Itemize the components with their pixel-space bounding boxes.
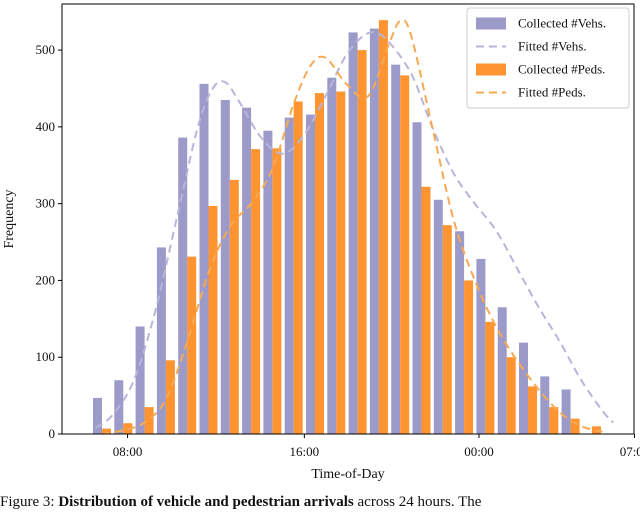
vehicle-bar	[327, 77, 337, 434]
x-tick-label: 00:00	[464, 444, 494, 459]
vehicle-bar	[306, 114, 315, 435]
pedestrian-bar	[208, 205, 218, 434]
vehicle-bars	[93, 28, 571, 435]
vehicle-bar	[369, 28, 379, 434]
vehicle-bar	[476, 258, 486, 434]
vehicle-bar	[540, 376, 550, 434]
vehicle-bar	[284, 117, 294, 435]
legend: Collected #Vehs. Fitted #Vehs. Collected #…	[466, 7, 630, 109]
pedestrian-bar	[506, 357, 516, 434]
pedestrian-bar	[357, 50, 367, 434]
pedestrian-bar	[144, 407, 154, 434]
fitted-pedestrian-curve	[101, 19, 603, 435]
pedestrian-bar	[272, 148, 282, 434]
vehicle-bar	[412, 122, 422, 434]
vehicle-bar	[391, 64, 401, 435]
pedestrian-bar	[570, 418, 580, 434]
pedestrian-bar	[229, 179, 239, 434]
vehicle-bar	[561, 389, 571, 434]
pedestrian-bar	[442, 225, 452, 434]
legend-box	[466, 7, 630, 109]
vehicle-bar	[242, 107, 252, 435]
legend-swatch	[476, 63, 506, 76]
legend-label: Fitted #Vehs.	[518, 39, 587, 54]
caption-prefix: Figure 3:	[0, 494, 55, 510]
chart: 0 100 200 300 400 500 08:00 16:00 00:00 07:00 Ti…	[2, 3, 640, 482]
y-tick-label: 200	[36, 272, 56, 287]
vehicle-bar	[497, 307, 507, 434]
pedestrian-bar	[378, 20, 388, 434]
y-tick-label: 300	[36, 196, 56, 211]
y-axis: 0 100 200 300 400 500	[36, 42, 62, 441]
x-tick-label: 07:00	[620, 444, 640, 459]
pedestrian-bar	[187, 256, 197, 434]
pedestrian-bar	[421, 186, 431, 434]
legend-swatch	[476, 17, 506, 30]
x-axis-title: Time-of-Day	[311, 467, 384, 482]
pedestrian-bar	[336, 91, 346, 435]
vehicle-bar	[93, 397, 102, 434]
vehicle-bar	[519, 342, 528, 434]
fitted-vehicle-curve	[94, 30, 614, 429]
vehicle-bar	[433, 199, 443, 434]
vehicle-bar	[455, 231, 465, 434]
vehicle-bar	[156, 247, 166, 434]
pedestrian-bar	[485, 321, 495, 434]
x-tick-label: 16:00	[290, 444, 320, 459]
vehicle-bar	[178, 137, 188, 434]
pedestrian-bar	[251, 149, 261, 434]
x-axis: 08:00 16:00 00:00 07:00	[113, 434, 640, 459]
pedestrian-bar	[528, 386, 537, 434]
vehicle-bar	[199, 83, 209, 434]
y-tick-label: 500	[36, 42, 56, 57]
pedestrian-bar	[464, 280, 474, 434]
pedestrian-bar	[102, 428, 111, 434]
pedestrian-bars	[102, 20, 601, 435]
fitted-lines	[94, 19, 614, 435]
y-tick-label: 0	[49, 426, 56, 441]
vehicle-bar	[263, 130, 273, 435]
caption-bold: Distribution of vehicle and pedestrian a…	[58, 494, 354, 510]
vehicle-bar	[220, 99, 230, 434]
pedestrian-bar	[400, 75, 410, 435]
figure-caption: Figure 3: Distribution of vehicle and pe…	[0, 494, 640, 511]
pedestrian-bar	[315, 93, 324, 435]
y-tick-label: 400	[36, 119, 56, 134]
pedestrian-bar	[165, 360, 175, 434]
legend-label: Collected #Vehs.	[518, 16, 606, 31]
y-tick-label: 100	[36, 349, 56, 364]
vehicle-bar	[348, 32, 358, 435]
vehicle-bar	[135, 326, 145, 434]
legend-label: Collected #Peds.	[518, 62, 605, 77]
y-axis-title: Frequency	[2, 189, 17, 248]
pedestrian-bar	[293, 101, 303, 435]
plot-frame	[61, 3, 635, 435]
caption-rest: across 24 hours. The	[353, 494, 482, 510]
pedestrian-bar	[549, 407, 559, 434]
x-tick-label: 08:00	[113, 444, 143, 459]
legend-label: Fitted #Peds.	[518, 85, 586, 100]
